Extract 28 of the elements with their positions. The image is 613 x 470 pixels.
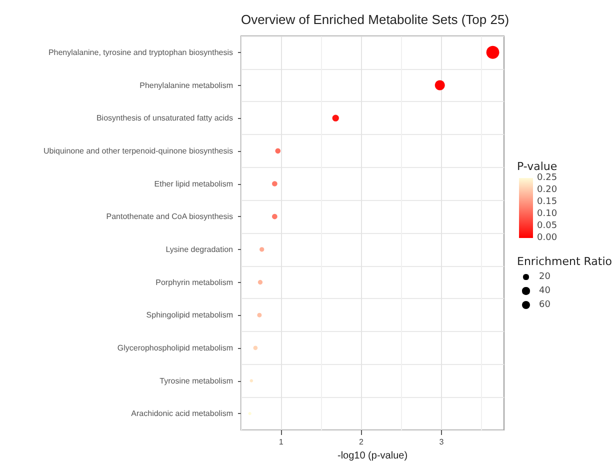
y-tick-label: Biosynthesis of unsaturated fatty acids — [96, 114, 233, 123]
x-axis-title: -log10 (p-value) — [337, 450, 408, 462]
chart-title: Overview of Enriched Metabolite Sets (Top 25) — [240, 12, 510, 27]
color-bar-label: 0.20 — [537, 185, 558, 195]
y-tick-label: Porphyrin metabolism — [156, 278, 234, 287]
y-tick-label: Ubiquinone and other terpenoid-quinone biosynthesis — [44, 146, 233, 156]
color-bar-label: 0.05 — [537, 221, 558, 231]
y-tick-label: Pantothenate and CoA biosynthesis — [106, 212, 233, 222]
legend-label: 20 — [539, 272, 550, 282]
y-tick-label: Phenylalanine, tyrosine and tryptophan biosynthesis — [48, 48, 233, 57]
color-bar-label: 0.15 — [537, 197, 558, 207]
y-tick-label: Glycerophospholipid metabolism — [117, 343, 234, 352]
x-tick-label: 3 — [439, 438, 444, 446]
legend-label: 40 — [539, 286, 550, 296]
y-tick-label: Tyrosine metabolism — [160, 376, 234, 386]
y-tick-label: Lysine degradation — [166, 244, 233, 254]
color-bar-title: P-value — [517, 160, 558, 173]
color-bar-label: 0.10 — [537, 209, 558, 219]
y-tick-label: Phenylalanine metabolism — [140, 80, 234, 90]
y-tick-label: Ether lipid metabolism — [154, 179, 234, 188]
x-tick-label: 1 — [278, 438, 284, 446]
legend-label: 60 — [539, 300, 550, 310]
legend-title: Enrichment Ratio — [517, 255, 612, 268]
color-bar-label: 0.25 — [537, 173, 558, 183]
y-tick-label: Sphingolipid metabolism — [146, 310, 234, 320]
color-bar-label: 0.00 — [537, 233, 558, 243]
y-tick-label: Arachidonic acid metabolism — [131, 409, 234, 418]
x-tick-label: 2 — [359, 438, 364, 446]
